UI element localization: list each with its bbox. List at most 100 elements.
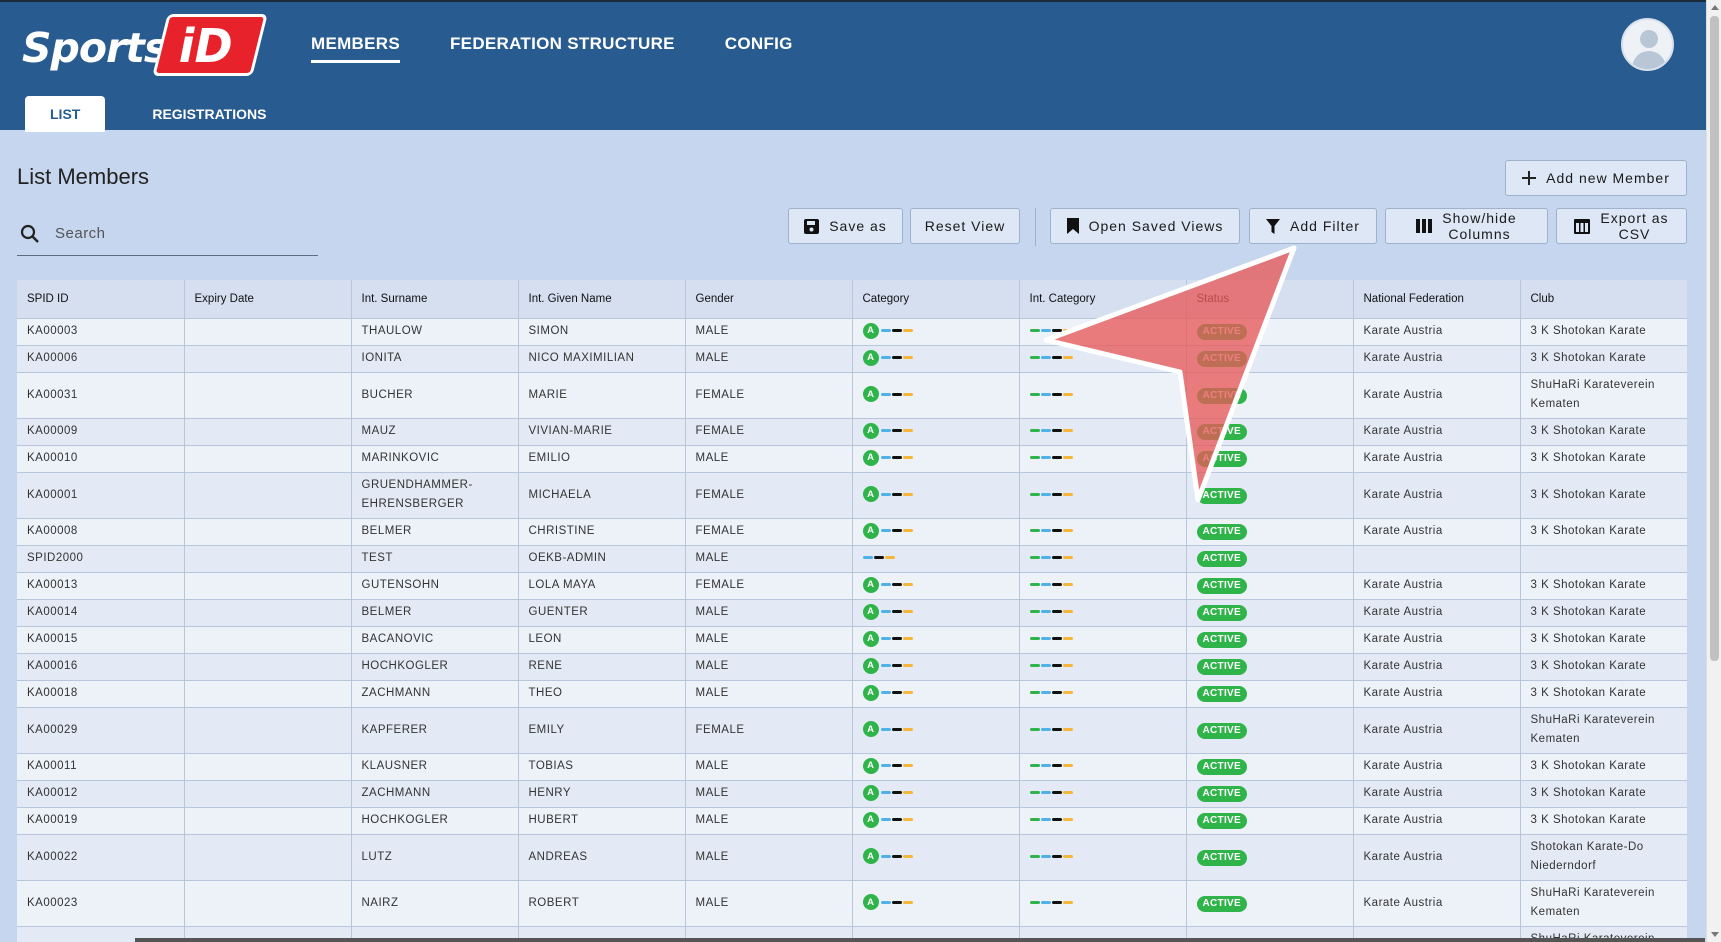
cell-spid-id: KA00013 — [17, 572, 185, 600]
col-spid-id[interactable]: SPID ID — [17, 280, 185, 319]
cell-status: ACTIVE — [1186, 445, 1354, 473]
cell-national-federation: Karate Austria — [1353, 445, 1521, 473]
cell-int-category — [1019, 626, 1187, 654]
cell-category: A — [852, 680, 1020, 708]
cell-national-federation: Karate Austria — [1353, 680, 1521, 708]
nav-config[interactable]: CONFIG — [724, 34, 793, 53]
cell-spid-id: KA00016 — [17, 653, 185, 681]
cell-int-category — [1019, 518, 1187, 546]
table-row[interactable]: KA00031 BUCHER MARIE FEMALE A ACTIVE Karate Au… — [17, 372, 1687, 419]
tab-registrations[interactable]: REGISTRATIONS — [152, 106, 267, 122]
table-row[interactable]: KA00015 BACANOVIC LEON MALE A ACTIVE Karate Au… — [17, 626, 1687, 654]
nav-federation-structure[interactable]: FEDERATION STRUCTURE — [450, 34, 675, 53]
cell-status: ACTIVE — [1186, 807, 1354, 835]
cell-national-federation: Karate Austria — [1353, 345, 1521, 373]
category-indicator: A — [862, 684, 914, 701]
cell-surname: BUCHER — [351, 372, 519, 419]
int-category-indicator — [1029, 764, 1074, 768]
cell-spid-id: KA00003 — [17, 318, 185, 346]
table-row[interactable]: KA00003 THAULOW SIMON MALE A ACTIVE Karate Aus… — [17, 318, 1687, 346]
table-row[interactable]: KA00016 HOCHKOGLER RENE MALE A ACTIVE Karate A… — [17, 653, 1687, 681]
cell-gender: MALE — [685, 653, 853, 681]
nav-members[interactable]: MEMBERS — [311, 34, 400, 63]
sportsid-logo[interactable]: Sports iD — [22, 14, 268, 80]
cell-gender: MALE — [685, 626, 853, 654]
user-avatar-icon[interactable] — [1621, 18, 1674, 71]
table-row[interactable]: KA00013 GUTENSOHN LOLA MAYA FEMALE A ACTIVE Ka… — [17, 572, 1687, 600]
cell-int-category — [1019, 680, 1187, 708]
table-row[interactable]: KA00009 MAUZ VIVIAN-MARIE FEMALE A ACTIVE Kara… — [17, 418, 1687, 446]
col-surname[interactable]: Int. Surname — [351, 280, 519, 319]
cell-spid-id: KA00011 — [17, 753, 185, 781]
search-input[interactable] — [55, 225, 285, 242]
table-row[interactable]: KA00018 ZACHMANN THEO MALE A ACTIVE Karate Aus… — [17, 680, 1687, 708]
cell-status: ACTIVE — [1186, 345, 1354, 373]
table-row[interactable]: SPID2000 TEST OEKB-ADMIN MALE ACTIVE — [17, 545, 1687, 573]
cell-given-name: HUBERT — [518, 807, 686, 835]
status-badge: ACTIVE — [1196, 786, 1247, 802]
cell-club: 3 K Shotokan Karate — [1520, 445, 1687, 473]
cell-int-category — [1019, 780, 1187, 808]
cell-spid-id: KA00014 — [17, 599, 185, 627]
cell-status: ACTIVE — [1186, 753, 1354, 781]
cell-gender: FEMALE — [685, 418, 853, 446]
reset-view-button[interactable]: Reset View — [910, 208, 1020, 244]
table-row[interactable]: KA00011 KLAUSNER TOBIAS MALE A ACTIVE Karate A… — [17, 753, 1687, 781]
table-row[interactable]: KA00008 BELMER CHRISTINE FEMALE A ACTIVE Karat… — [17, 518, 1687, 546]
cell-surname: NAIRZ — [351, 880, 519, 927]
category-a-badge: A — [862, 449, 879, 466]
cell-national-federation: Karate Austria — [1353, 834, 1521, 881]
col-category[interactable]: Category — [852, 280, 1020, 319]
columns-icon — [1416, 219, 1433, 233]
open-saved-views-button[interactable]: Open Saved Views — [1050, 208, 1240, 244]
cell-category: A — [852, 653, 1020, 681]
table-row[interactable]: KA00010 MARINKOVIC EMILIO MALE A ACTIVE Karate… — [17, 445, 1687, 473]
table-row[interactable]: KA00001 GRUENDHAMMER-EHRENSBERGER MICHAELA… — [17, 472, 1687, 519]
status-badge: ACTIVE — [1196, 686, 1247, 702]
cell-surname: THAULOW — [351, 318, 519, 346]
tab-list[interactable]: LIST — [25, 96, 106, 132]
table-row[interactable]: KA00022 LUTZ ANDREAS MALE A ACTIVE Karate Aust… — [17, 834, 1687, 881]
cell-given-name: SIMON — [518, 318, 686, 346]
vertical-scrollbar[interactable] — [1706, 0, 1721, 942]
cell-category: A — [852, 318, 1020, 346]
cell-category: A — [852, 472, 1020, 519]
cell-category: A — [852, 372, 1020, 419]
col-gender[interactable]: Gender — [685, 280, 853, 319]
horizontal-scrollbar[interactable] — [135, 938, 1705, 942]
col-status[interactable]: Status — [1186, 280, 1354, 319]
table-row[interactable]: KA00006 IONITA NICO MAXIMILIAN MALE A ACTIVE K… — [17, 345, 1687, 373]
table-row[interactable]: KA00019 HOCHKOGLER HUBERT MALE A ACTIVE Karate… — [17, 807, 1687, 835]
table-row[interactable]: KA00029 KAPFERER EMILY FEMALE A ACTIVE Karate … — [17, 707, 1687, 754]
scrollbar-thumb[interactable] — [1710, 16, 1719, 661]
int-category-indicator — [1029, 492, 1074, 496]
table-row[interactable]: KA00023 NAIRZ ROBERT MALE A ACTIVE Karate Aust… — [17, 880, 1687, 927]
int-category-indicator — [1029, 727, 1074, 731]
cell-expiry-date — [184, 372, 352, 419]
col-national-federation[interactable]: National Federation — [1353, 280, 1521, 319]
cell-club: 3 K Shotokan Karate — [1520, 572, 1687, 600]
cell-status: ACTIVE — [1186, 626, 1354, 654]
category-a-badge: A — [862, 630, 879, 647]
col-given-name[interactable]: Int. Given Name — [518, 280, 686, 319]
table-row[interactable]: KA00014 BELMER GUENTER MALE A ACTIVE Karate Au… — [17, 599, 1687, 627]
cell-national-federation: Karate Austria — [1353, 880, 1521, 927]
int-category-indicator — [1029, 791, 1074, 795]
cell-given-name: THEO — [518, 680, 686, 708]
export-csv-button[interactable]: Export as CSV — [1556, 208, 1687, 244]
add-new-member-button[interactable]: Add new Member — [1505, 160, 1687, 196]
cell-gender: MALE — [685, 680, 853, 708]
status-badge: ACTIVE — [1196, 659, 1247, 675]
table-row[interactable]: KA00012 ZACHMANN HENRY MALE A ACTIVE Karate Au… — [17, 780, 1687, 808]
category-a-badge: A — [862, 721, 879, 738]
save-as-button[interactable]: Save as — [788, 208, 903, 244]
cell-club: ShuHaRi Karateverein Kematen — [1520, 880, 1687, 927]
col-expiry-date[interactable]: Expiry Date — [184, 280, 352, 319]
col-club[interactable]: Club — [1520, 280, 1687, 319]
show-hide-columns-button[interactable]: Show/hide Columns — [1385, 208, 1548, 244]
cell-category: A — [852, 445, 1020, 473]
category-indicator: A — [862, 386, 914, 403]
add-filter-button[interactable]: Add Filter — [1249, 208, 1377, 244]
col-int-category[interactable]: Int. Category — [1019, 280, 1187, 319]
cell-spid-id: KA00022 — [17, 834, 185, 881]
